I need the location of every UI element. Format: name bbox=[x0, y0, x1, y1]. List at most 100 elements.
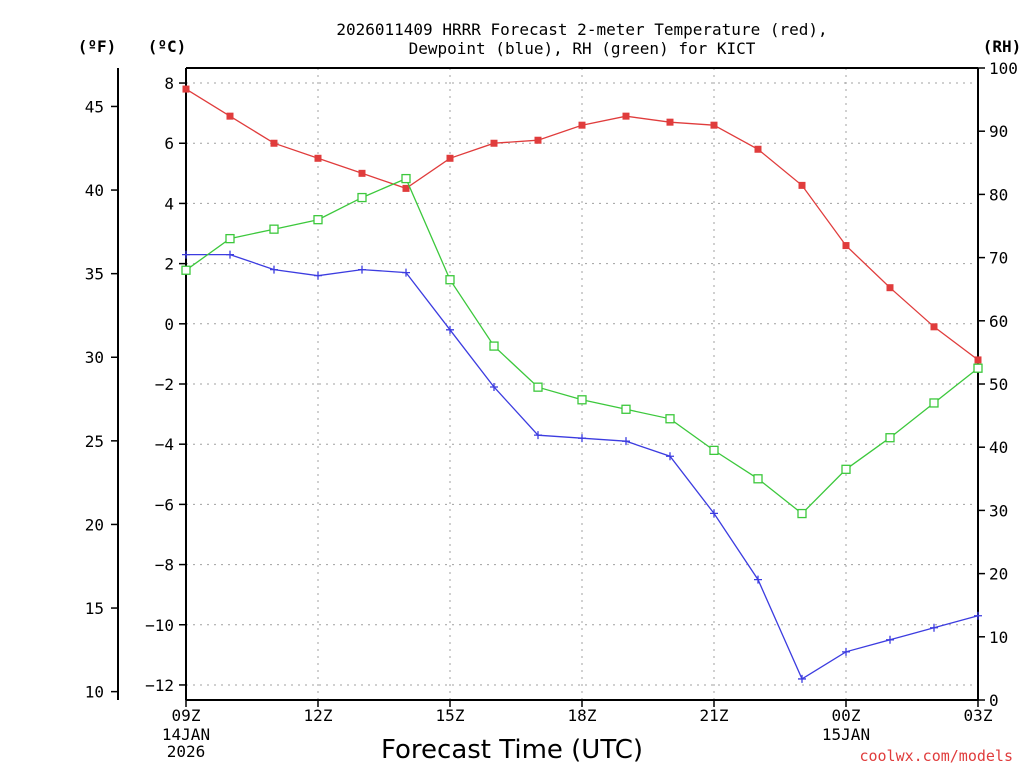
rh-point bbox=[665, 414, 675, 424]
celsius-tick-label: −6 bbox=[155, 495, 174, 514]
chart-title-line2: Dewpoint (blue), RH (green) for KICT bbox=[409, 39, 756, 58]
dewpoint-point bbox=[974, 611, 982, 620]
temperature-point bbox=[534, 136, 542, 144]
time-tick-label: 12Z bbox=[304, 706, 333, 725]
rh-point bbox=[181, 265, 191, 275]
dewpoint-point bbox=[622, 437, 630, 446]
temperature-point bbox=[886, 284, 894, 292]
dewpoint-point bbox=[578, 434, 586, 443]
time-tick-label: 15Z bbox=[436, 706, 465, 725]
rh-tick-label: 100 bbox=[989, 59, 1018, 78]
rh-tick-label: 0 bbox=[989, 691, 999, 710]
dewpoint-point bbox=[710, 509, 718, 518]
dewpoint-point bbox=[270, 265, 278, 274]
dewpoint-point bbox=[358, 265, 366, 274]
temperature-point bbox=[270, 139, 278, 147]
chart-title-line1: 2026011409 HRRR Forecast 2-meter Tempera… bbox=[336, 20, 827, 39]
fahrenheit-tick-label: 10 bbox=[85, 683, 104, 702]
time-tick-label: 09Z bbox=[172, 706, 201, 725]
rh-point bbox=[577, 395, 587, 405]
celsius-tick-label: 4 bbox=[164, 194, 174, 213]
rh-point bbox=[401, 173, 411, 184]
rh-tick-label: 30 bbox=[989, 501, 1008, 520]
celsius-tick-label: −10 bbox=[145, 616, 174, 635]
dewpoint-point bbox=[886, 635, 894, 644]
year-label: 2026 bbox=[167, 742, 206, 761]
temperature-line bbox=[185, 88, 979, 361]
celsius-tick-label: −8 bbox=[155, 556, 174, 575]
rh-point bbox=[445, 275, 455, 285]
rh-point bbox=[797, 508, 807, 519]
rh-tick-label: 50 bbox=[989, 375, 1008, 394]
fahrenheit-tick-label: 35 bbox=[85, 265, 104, 284]
rh-point bbox=[621, 404, 631, 414]
date-label: 14JAN bbox=[162, 725, 210, 744]
temperature-point bbox=[226, 112, 234, 120]
rh-point bbox=[489, 341, 499, 351]
rh-point bbox=[885, 433, 895, 443]
rh-tick-label: 10 bbox=[989, 628, 1008, 647]
time-tick-label: 18Z bbox=[568, 706, 597, 725]
rh-point bbox=[533, 382, 543, 392]
time-tick-label: 03Z bbox=[964, 706, 993, 725]
celsius-tick-label: 2 bbox=[164, 255, 174, 274]
temperature-point bbox=[182, 85, 190, 93]
celsius-tick-label: 0 bbox=[164, 315, 174, 334]
dewpoint-point bbox=[226, 250, 234, 259]
x-axis-title: Forecast Time (UTC) bbox=[381, 735, 643, 765]
rh-point bbox=[225, 233, 235, 244]
fahrenheit-tick-label: 30 bbox=[85, 348, 104, 367]
time-tick-label: 00Z bbox=[832, 706, 861, 725]
dewpoint-point bbox=[930, 623, 938, 632]
time-tick-label: 21Z bbox=[700, 706, 729, 725]
rh-point bbox=[753, 474, 763, 484]
fahrenheit-tick-label: 40 bbox=[85, 181, 104, 200]
temperature-point bbox=[666, 118, 674, 126]
fahrenheit-tick-label: 45 bbox=[85, 97, 104, 116]
dewpoint-point bbox=[314, 271, 322, 280]
temperature-point bbox=[358, 169, 366, 177]
dewpoint-point bbox=[402, 268, 410, 277]
rh-point bbox=[269, 224, 279, 234]
rh-point bbox=[973, 363, 983, 373]
dewpoint-point bbox=[446, 325, 454, 334]
grid-lines bbox=[185, 68, 979, 700]
temperature-point bbox=[578, 121, 586, 129]
dewpoint-point bbox=[182, 250, 190, 259]
dewpoint-point bbox=[798, 674, 806, 683]
celsius-tick-label: 6 bbox=[164, 134, 174, 153]
temperature-point bbox=[930, 323, 938, 331]
rh-point bbox=[929, 398, 939, 408]
rh-point bbox=[709, 445, 719, 456]
temperature-point bbox=[622, 112, 630, 120]
dewpoint-point bbox=[534, 431, 542, 440]
rh-unit-label: (RH) bbox=[983, 37, 1022, 56]
fahrenheit-tick-label: 20 bbox=[85, 515, 104, 534]
temperature-point bbox=[490, 139, 498, 147]
dewpoint-point bbox=[666, 452, 674, 461]
axes bbox=[117, 67, 979, 701]
celsius-tick-label: −2 bbox=[155, 375, 174, 394]
data-series bbox=[181, 85, 983, 683]
temperature-point bbox=[974, 356, 982, 364]
fahrenheit-tick-label: 15 bbox=[85, 599, 104, 618]
celsius-tick-label: 8 bbox=[164, 74, 174, 93]
rh-tick-label: 70 bbox=[989, 249, 1008, 268]
date-label: 15JAN bbox=[822, 725, 870, 744]
temperature-point bbox=[798, 181, 806, 189]
rh-tick-label: 90 bbox=[989, 122, 1008, 141]
rh-tick-label: 40 bbox=[989, 438, 1008, 457]
fahrenheit-unit-label: (ºF) bbox=[78, 37, 117, 56]
temperature-point bbox=[710, 121, 718, 129]
rh-tick-label: 80 bbox=[989, 185, 1008, 204]
rh-point bbox=[313, 215, 323, 225]
dewpoint-point bbox=[842, 647, 850, 656]
rh-tick-label: 60 bbox=[989, 312, 1008, 331]
dewpoint-point bbox=[754, 575, 762, 584]
rh-point bbox=[841, 464, 851, 474]
temperature-point bbox=[402, 184, 410, 192]
dewpoint-point bbox=[490, 383, 498, 392]
rh-line bbox=[185, 177, 979, 515]
